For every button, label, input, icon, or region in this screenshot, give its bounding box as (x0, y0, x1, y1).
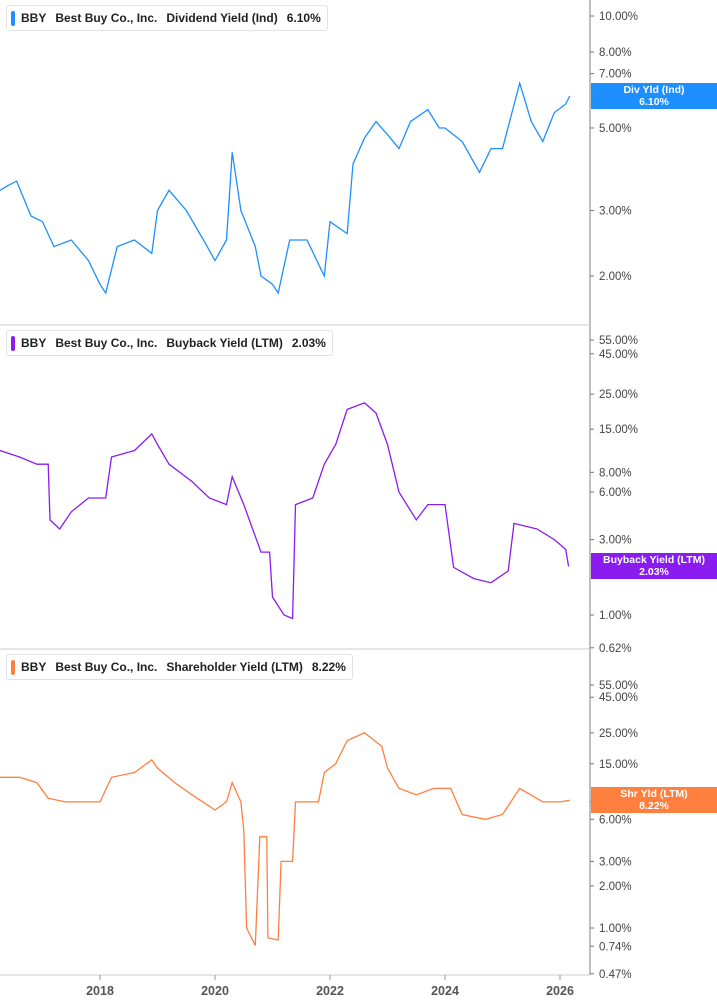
legend-ticker: BBY (21, 11, 47, 25)
legend-value: 8.22% (311, 660, 346, 674)
y-tick-label: 1.00% (599, 610, 632, 622)
badge-value: 2.03% (639, 566, 669, 579)
y-tick-label: 3.00% (599, 535, 632, 547)
legend[interactable]: BBY Best Buy Co., Inc. Dividend Yield (Ind… (6, 5, 328, 31)
legend-metric: Dividend Yield (Ind) (166, 11, 278, 25)
x-tick-label: 2018 (86, 984, 114, 998)
badge-label: Buyback Yield (LTM) (603, 554, 705, 567)
y-tick-label: 3.00% (599, 856, 632, 868)
y-tick-label: 7.00% (599, 69, 632, 81)
badge-value: 6.10% (639, 95, 669, 108)
x-tick-label: 2026 (546, 984, 574, 998)
series-line (0, 402, 570, 620)
legend-value: 2.03% (291, 336, 326, 350)
legend-swatch (11, 10, 15, 26)
legend-ticker: BBY (21, 660, 47, 674)
y-tick-label: 15.00% (599, 424, 638, 436)
y-tick-label: 25.00% (599, 728, 638, 740)
y-tick-label: 10.00% (599, 11, 638, 23)
legend-swatch (11, 335, 15, 351)
series-line (0, 80, 571, 295)
legend-company: Best Buy Co., Inc. (55, 660, 158, 674)
y-tick-label: 55.00% (599, 680, 638, 692)
y-tick-label: 55.00% (599, 335, 638, 347)
series-line (0, 732, 570, 946)
badge-label: Shr Yld (LTM) (620, 788, 688, 801)
y-tick-label: 1.00% (599, 923, 632, 935)
x-tick-label: 2020 (201, 984, 229, 998)
legend-metric: Buyback Yield (LTM) (166, 336, 283, 350)
legend-company: Best Buy Co., Inc. (55, 336, 158, 350)
legend-company: Best Buy Co., Inc. (55, 11, 158, 25)
y-tick-label: 6.00% (599, 487, 632, 499)
legend-swatch (11, 659, 15, 675)
y-tick-label: 15.00% (599, 759, 638, 771)
y-tick-label: 45.00% (599, 349, 638, 361)
y-tick-label: 0.47% (599, 969, 632, 981)
y-tick-label: 2.00% (599, 881, 632, 893)
y-tick-label: 25.00% (599, 389, 638, 401)
legend-ticker: BBY (21, 336, 47, 350)
y-tick-label: 8.00% (599, 467, 632, 479)
legend[interactable]: BBY Best Buy Co., Inc. Buyback Yield (LTM)… (6, 330, 333, 356)
current-value-badge: Shr Yld (LTM) 8.22% (591, 787, 717, 814)
current-value-badge: Buyback Yield (LTM) 2.03% (591, 553, 717, 580)
y-tick-label: 6.00% (599, 814, 632, 826)
badge-label: Div Yld (Ind) (623, 83, 685, 96)
y-tick-label: 2.00% (599, 271, 632, 283)
y-tick-label: 0.62% (599, 643, 632, 655)
legend[interactable]: BBY Best Buy Co., Inc. Shareholder Yield (… (6, 654, 353, 680)
x-tick-label: 2022 (316, 984, 344, 998)
y-tick-label: 0.74% (599, 941, 632, 953)
x-tick-label: 2024 (431, 984, 459, 998)
current-value-badge: Div Yld (Ind) 6.10% (591, 82, 717, 109)
y-tick-label: 3.00% (599, 206, 632, 218)
y-tick-label: 45.00% (599, 692, 638, 704)
legend-value: 6.10% (286, 11, 321, 25)
y-tick-label: 8.00% (599, 47, 632, 59)
y-tick-label: 5.00% (599, 123, 632, 135)
legend-metric: Shareholder Yield (LTM) (166, 660, 303, 674)
badge-value: 8.22% (639, 800, 669, 813)
